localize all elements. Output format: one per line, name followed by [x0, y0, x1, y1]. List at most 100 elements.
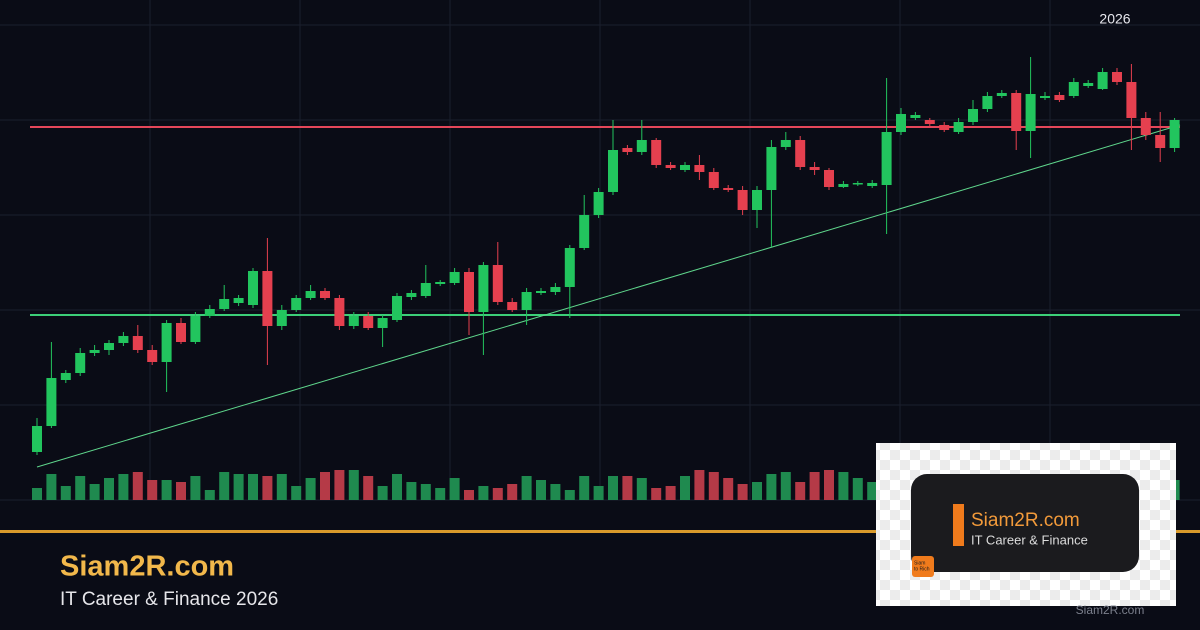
candle-body — [1169, 120, 1180, 148]
trend-line — [36, 124, 1181, 468]
candle-body — [507, 302, 518, 310]
candle-body — [348, 316, 359, 326]
candle-body — [190, 316, 201, 342]
candle-body — [1083, 83, 1094, 86]
volume-bar — [521, 476, 532, 500]
volume-bar — [507, 484, 518, 500]
candle-body — [752, 190, 762, 210]
candle-body — [924, 120, 935, 124]
candle-body — [147, 350, 158, 362]
candle-body — [996, 93, 1007, 96]
candle-body — [622, 148, 633, 152]
candle-body — [392, 296, 402, 320]
volume-bar — [478, 486, 489, 500]
volume-bar — [89, 484, 100, 500]
candle-body — [132, 336, 143, 350]
candle-body — [867, 183, 878, 186]
candle-body — [694, 165, 705, 172]
candle-body — [737, 190, 748, 210]
candle-body — [593, 192, 604, 215]
logo-bar — [953, 504, 964, 546]
volume-bar — [161, 480, 172, 500]
volume-bar — [204, 490, 215, 500]
candle-body — [953, 122, 964, 132]
logo-tagline: IT Career & Finance — [971, 532, 1088, 547]
volume-bar — [104, 478, 114, 500]
candle-body — [363, 316, 374, 328]
volume-bar — [579, 476, 590, 500]
volume-bar — [536, 480, 546, 500]
logo: Siam2R.com IT Career & Finance Siam to R… — [876, 443, 1176, 606]
volume-bar — [305, 478, 316, 500]
candle-body — [766, 147, 777, 190]
candle-body — [320, 291, 330, 298]
volume-bar — [622, 476, 633, 500]
candle-body — [521, 292, 532, 310]
candle-body — [680, 165, 690, 170]
volume-bar — [75, 476, 86, 500]
candle-body — [536, 291, 546, 293]
candle-body — [881, 132, 892, 185]
candle-body — [780, 140, 791, 147]
logo-badge-text: to Rich — [914, 566, 930, 572]
volume-bar — [838, 472, 849, 500]
candle-body — [1112, 72, 1122, 82]
candle-body — [1011, 93, 1022, 131]
candle-body — [449, 272, 460, 283]
volume-bar — [219, 472, 230, 500]
candle-body — [824, 170, 834, 187]
separator — [0, 530, 1200, 533]
candle-body — [492, 265, 503, 302]
volume-bar — [291, 486, 302, 500]
candle-body — [1054, 95, 1065, 100]
volume-bar — [276, 474, 287, 500]
candle-body — [334, 298, 345, 326]
candle-body — [910, 115, 921, 118]
volume-bar — [118, 474, 129, 500]
candle-body — [795, 140, 806, 167]
candle-body — [233, 298, 244, 303]
candle-body — [579, 215, 590, 248]
volume-bar — [176, 482, 186, 500]
volume-bar — [320, 472, 330, 500]
volume-bar — [190, 476, 201, 500]
volume-bar — [564, 490, 575, 500]
candle-body — [809, 167, 820, 170]
candle-body — [377, 318, 388, 328]
candle-body — [464, 272, 474, 312]
brand-title: Siam2R.com — [60, 551, 234, 583]
volume-bar — [824, 470, 834, 500]
candle-body — [838, 184, 849, 187]
volume-bar — [694, 470, 705, 500]
candle-body — [262, 271, 273, 326]
volume-bar — [665, 486, 676, 500]
candle-body — [104, 343, 114, 350]
watermark: Siam2R.com — [1076, 603, 1145, 617]
volume-bar — [723, 478, 734, 500]
volume-bar — [852, 478, 863, 500]
candle-body — [32, 426, 42, 452]
candle-body — [478, 265, 489, 312]
volume-bar — [766, 474, 777, 500]
volume-bar — [608, 476, 618, 500]
candle-body — [1155, 135, 1166, 148]
candle-body — [75, 353, 86, 373]
candle-body — [564, 248, 575, 287]
volume-bar — [464, 490, 474, 500]
candle-body — [723, 188, 734, 190]
logo-badge — [912, 556, 934, 577]
volume-bar — [132, 472, 143, 500]
candle-body — [305, 291, 316, 298]
candle-body — [982, 96, 993, 109]
volume-bar — [435, 488, 446, 500]
candle-body — [1097, 72, 1108, 89]
volume-bar — [708, 472, 719, 500]
volume-bar — [651, 488, 662, 500]
candle-body — [1040, 96, 1050, 98]
volume-bar — [680, 476, 690, 500]
volume-bar — [780, 472, 791, 500]
candle-body — [968, 109, 978, 122]
volume-bar — [737, 484, 748, 500]
candle-body — [1068, 82, 1079, 96]
